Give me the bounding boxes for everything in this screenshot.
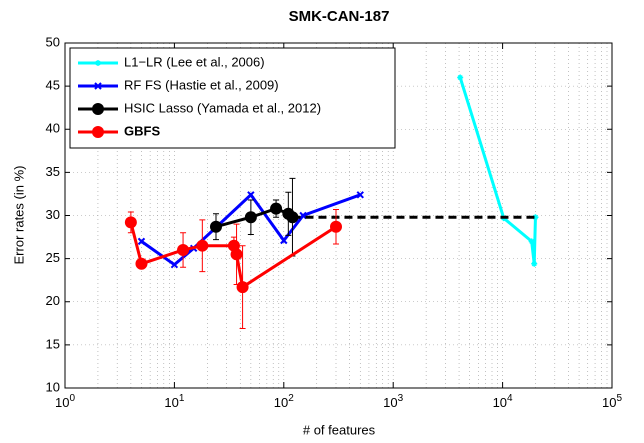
x-tick-label: 104: [493, 393, 513, 411]
x-tick-label: 103: [383, 393, 403, 411]
marker: [244, 211, 257, 224]
legend-marker: [92, 103, 104, 115]
marker: [135, 257, 148, 270]
x-tick-exponent: 5: [616, 393, 622, 404]
chart-title: SMK-CAN-187: [289, 8, 390, 25]
y-tick-label: 15: [46, 336, 60, 351]
legend-marker: [95, 60, 101, 66]
x-tick-exponent: 4: [507, 393, 513, 404]
x-tick-label: 105: [602, 393, 622, 411]
x-tick-label: 102: [274, 393, 294, 411]
x-tick-exponent: 0: [69, 393, 75, 404]
x-tick-base: 10: [493, 395, 507, 410]
legend-label: HSIC Lasso (Yamada et al., 2012): [124, 100, 321, 115]
legend-marker: [92, 126, 104, 138]
legend-label: GBFS: [124, 123, 160, 138]
plot-frame: [64, 42, 613, 389]
marker: [531, 260, 538, 267]
marker: [230, 248, 243, 261]
marker: [457, 74, 464, 81]
marker: [280, 236, 288, 245]
marker: [137, 237, 146, 246]
marker: [247, 191, 255, 199]
marker: [209, 220, 222, 233]
legend-label: L1−LR (Lee et al., 2006): [124, 54, 265, 69]
legend-box: [69, 47, 396, 149]
x-tick-base: 10: [383, 395, 397, 410]
x-tick-base: 10: [164, 395, 178, 410]
y-tick-label: 30: [46, 207, 60, 222]
y-tick-label: 10: [46, 379, 60, 394]
x-tick-exponent: 2: [288, 393, 294, 404]
y-tick-label: 40: [46, 121, 60, 136]
y-tick-label: 35: [46, 164, 60, 179]
x-tick-exponent: 3: [398, 393, 404, 404]
marker: [299, 211, 307, 220]
y-tick-label: 45: [46, 78, 60, 93]
marker: [329, 220, 342, 233]
x-tick-base: 10: [55, 395, 69, 410]
marker: [532, 214, 539, 221]
y-tick-label: 50: [46, 34, 60, 49]
x-tick-label: 100: [55, 393, 75, 411]
marker: [528, 238, 535, 245]
marker: [356, 191, 364, 199]
marker: [170, 260, 179, 269]
x-axis-label: # of features: [303, 422, 376, 437]
x-tick-base: 10: [602, 395, 616, 410]
marker: [286, 211, 299, 224]
x-tick-exponent: 1: [179, 393, 185, 404]
y-axis-label: Error rates (in %): [11, 166, 26, 265]
y-tick-label: 25: [46, 250, 60, 265]
x-tick-base: 10: [274, 395, 288, 410]
y-tick-label: 20: [46, 293, 60, 308]
legend-marker: [94, 82, 102, 90]
marker: [196, 239, 209, 252]
marker: [124, 216, 137, 229]
x-tick-label: 101: [164, 393, 184, 411]
marker: [236, 281, 249, 294]
legend-label: RF FS (Hastie et al., 2009): [124, 77, 279, 92]
marker: [177, 244, 190, 256]
marker: [270, 202, 283, 215]
